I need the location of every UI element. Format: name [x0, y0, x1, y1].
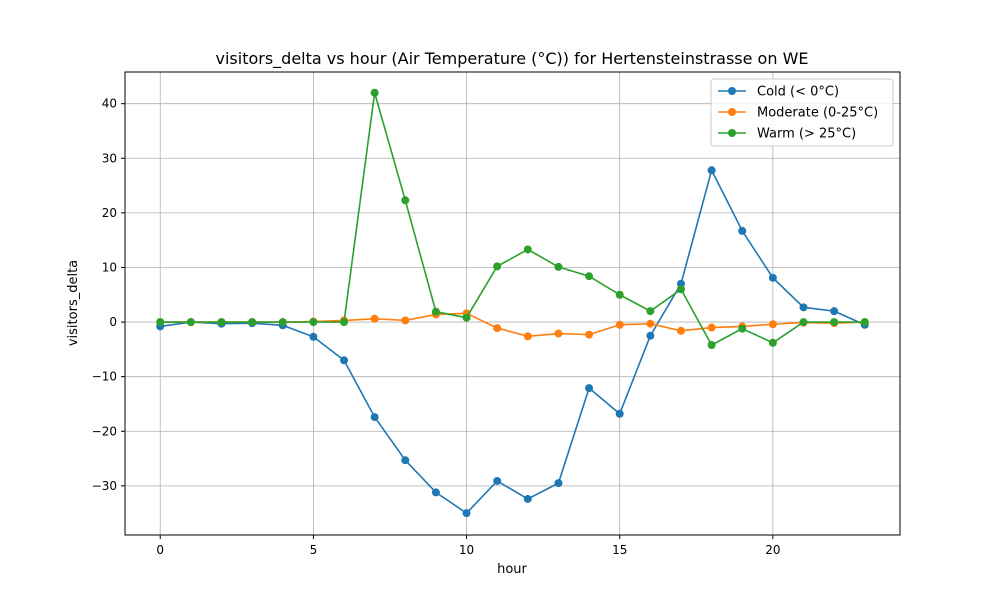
legend-label: Cold (< 0°C): [757, 85, 839, 100]
y-tick-label: 20: [102, 206, 117, 220]
data-point: [370, 413, 379, 422]
data-point: [646, 307, 655, 316]
y-tick-label: 30: [102, 151, 117, 165]
data-point: [799, 318, 808, 327]
legend-marker: [728, 87, 736, 95]
data-point: [493, 324, 502, 333]
legend-label: Warm (> 25°C): [757, 127, 856, 142]
legend-item: Moderate (0-25°C): [718, 106, 878, 121]
legend-label: Moderate (0-25°C): [757, 106, 878, 121]
axis-ticks: 0 5 10 15 20 −30 −20 −10 0 10 20 30 40: [92, 97, 781, 557]
legend-box: [710, 78, 894, 147]
data-point: [830, 307, 839, 316]
data-point: [585, 272, 594, 281]
data-point: [554, 479, 563, 488]
series-line: [160, 168, 866, 515]
data-point: [585, 384, 594, 393]
x-tick-label: 10: [459, 543, 474, 557]
y-tick-label: 0: [109, 315, 117, 329]
data-point: [768, 273, 777, 282]
data-point: [646, 331, 655, 340]
data-point: [646, 319, 655, 328]
data-point: [493, 476, 502, 485]
data-point: [768, 338, 777, 347]
data-point: [676, 326, 685, 335]
data-point: [676, 285, 685, 294]
data-point: [278, 318, 287, 327]
chart-title: visitors_delta vs hour (Air Temperature …: [216, 49, 809, 69]
legend: Cold (< 0°C) Moderate (0-25°C) Warm (> 25°…: [710, 78, 894, 147]
data-point: [309, 332, 318, 341]
data-point: [309, 318, 318, 327]
legend-item: Warm (> 25°C): [718, 127, 856, 142]
series-3: [156, 88, 869, 349]
data-point: [707, 166, 716, 175]
data-point: [523, 494, 532, 503]
data-point: [615, 409, 624, 418]
x-tick-label: 0: [156, 543, 164, 557]
data-point: [370, 88, 379, 97]
data-point: [738, 324, 747, 333]
y-tick-label: −20: [92, 424, 117, 438]
data-point: [401, 316, 410, 325]
data-point: [738, 226, 747, 235]
data-point: [431, 488, 440, 497]
y-axis-label: visitors_delta: [66, 260, 81, 346]
data-point: [401, 196, 410, 205]
data-point: [523, 332, 532, 341]
x-tick-label: 5: [310, 543, 318, 557]
data-point: [431, 307, 440, 316]
data-point: [554, 262, 563, 271]
legend-marker: [728, 129, 736, 137]
data-point: [340, 356, 349, 365]
x-tick-label: 20: [765, 543, 780, 557]
data-point: [217, 318, 226, 327]
series: [156, 88, 869, 518]
data-point: [707, 340, 716, 349]
data-point: [462, 509, 471, 518]
legend-marker: [728, 108, 736, 116]
y-tick-label: −10: [92, 370, 117, 384]
data-point: [585, 330, 594, 339]
series-1: [156, 166, 869, 518]
y-tick-label: 40: [102, 97, 117, 111]
series-line: [160, 92, 865, 347]
data-point: [462, 313, 471, 322]
data-point: [340, 318, 349, 327]
data-point: [493, 262, 502, 271]
x-axis-label: hour: [497, 562, 527, 577]
data-point: [860, 318, 869, 327]
data-point: [768, 320, 777, 329]
data-point: [615, 290, 624, 299]
data-point: [370, 314, 379, 323]
data-point: [523, 245, 532, 254]
data-point: [554, 329, 563, 338]
y-tick-label: 10: [102, 260, 117, 274]
plot-area-frame: [124, 71, 901, 536]
data-point: [248, 318, 257, 327]
data-point: [615, 320, 624, 329]
legend-item: Cold (< 0°C): [718, 85, 839, 100]
series-2: [156, 309, 869, 341]
x-tick-label: 15: [612, 543, 627, 557]
data-point: [401, 456, 410, 465]
data-point: [707, 323, 716, 332]
data-point: [799, 303, 808, 312]
y-tick-label: −30: [92, 479, 117, 493]
data-point: [830, 318, 839, 327]
data-point: [156, 318, 165, 327]
data-point: [186, 318, 195, 327]
